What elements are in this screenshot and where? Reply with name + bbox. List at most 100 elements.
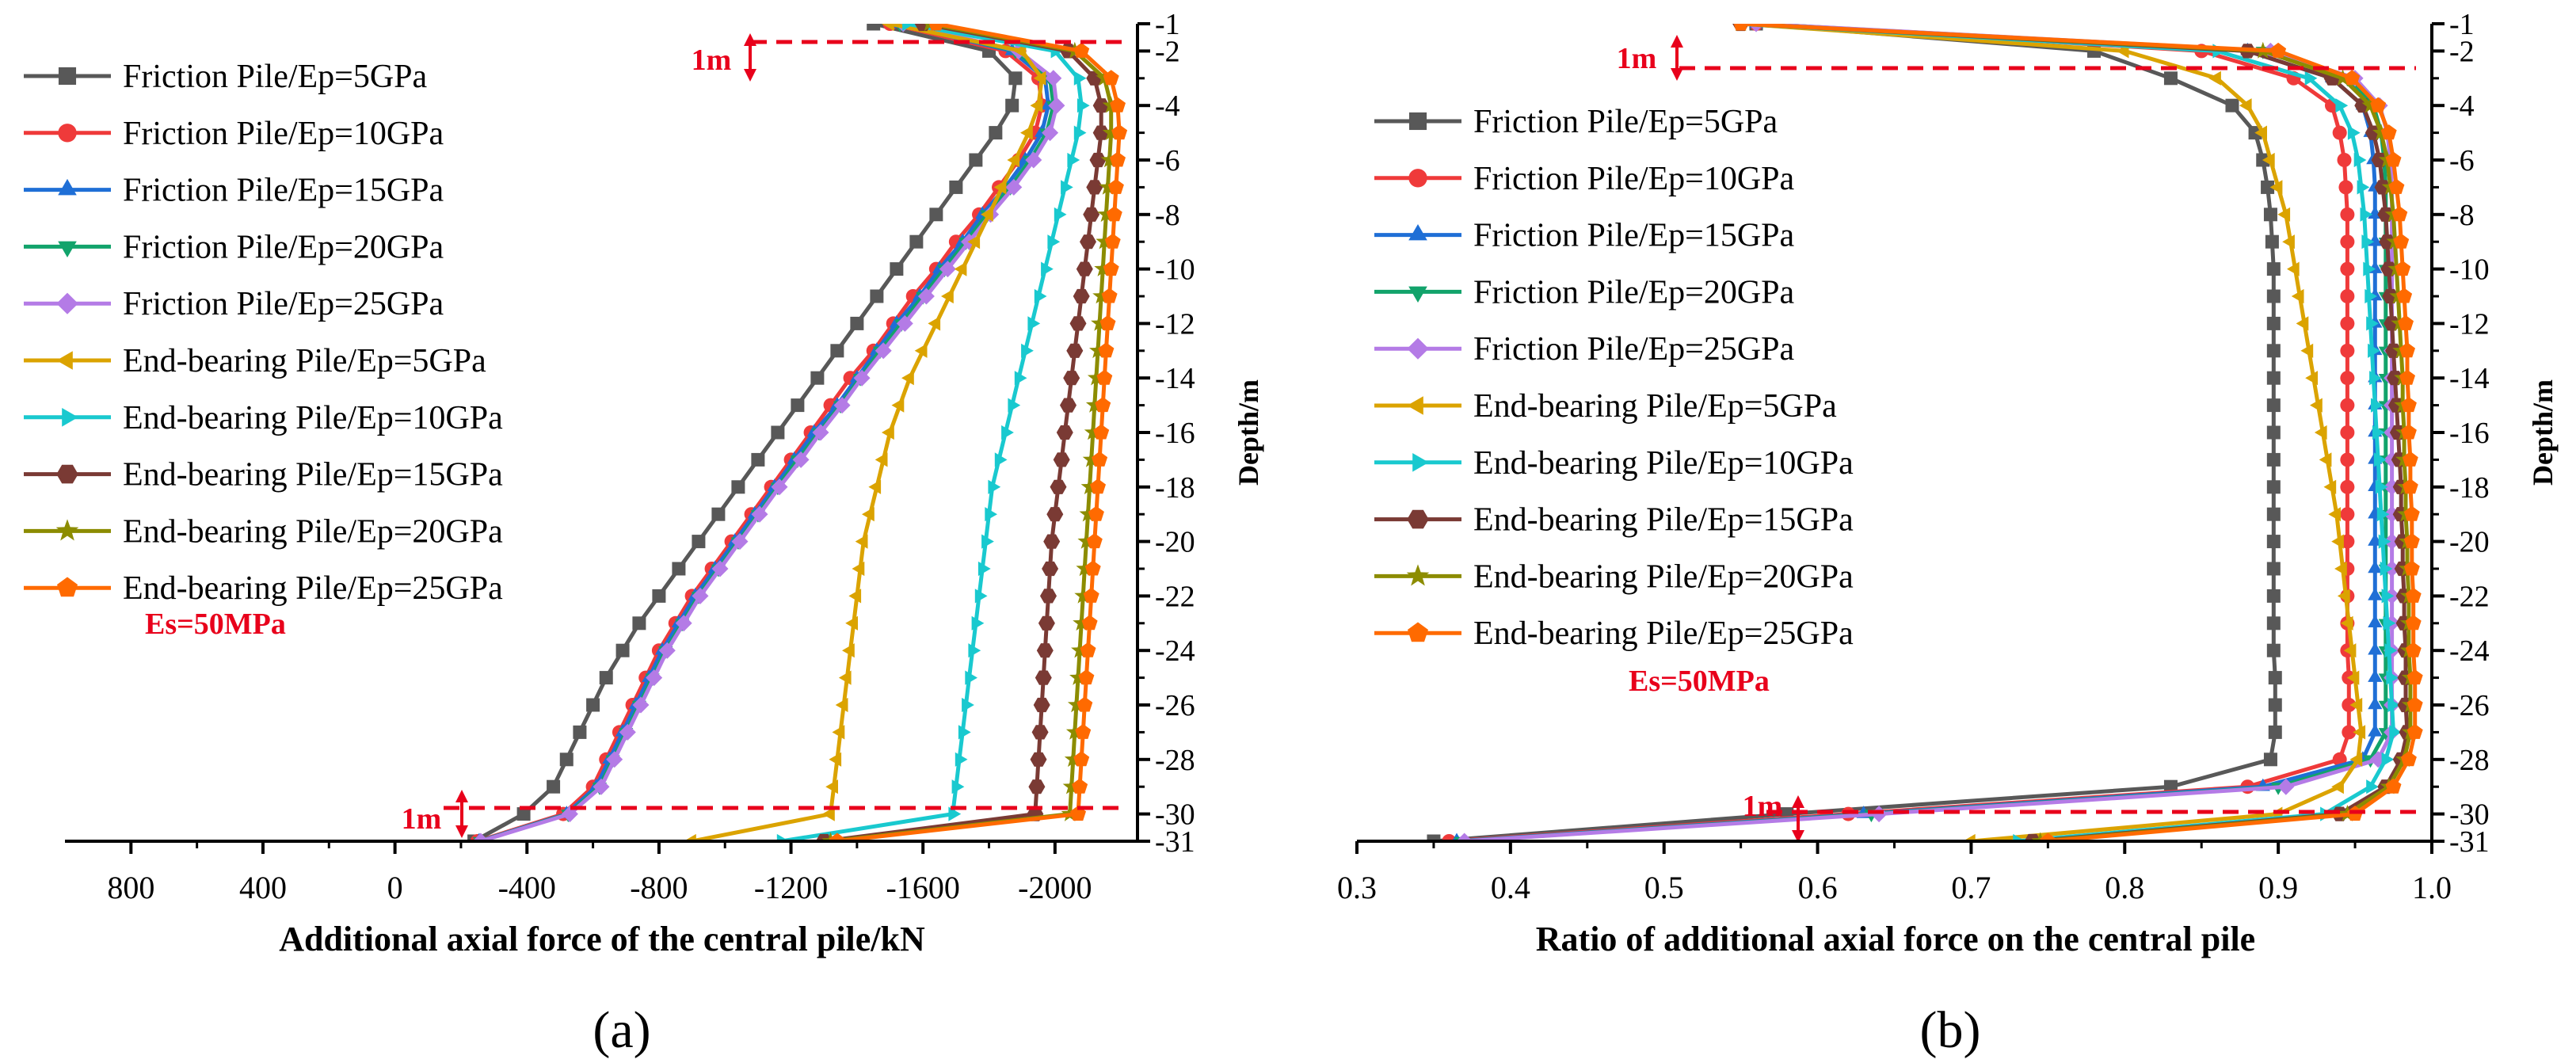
panel-b-legend-marker — [1407, 337, 1429, 360]
panel-b-data-point — [2314, 425, 2327, 440]
panel-a-data-point — [1025, 151, 1042, 169]
panel-b-data-point — [2383, 615, 2396, 631]
panel-b-legend-marker — [1408, 224, 1427, 241]
panel-a-data-point — [731, 533, 749, 551]
panel-b-top-bracket-arrow — [1671, 35, 1683, 81]
panel-a-data-point — [1087, 368, 1105, 386]
panel-a-y-tick-label: -24 — [1155, 634, 1195, 668]
panel-b-data-point — [2369, 371, 2382, 386]
panel-a-data-point — [1060, 398, 1077, 413]
panel-a-data-point — [658, 642, 676, 659]
panel-a-data-point — [1097, 205, 1115, 223]
panel-b-series-10 — [1733, 24, 2423, 841]
panel-a-y-tick-label: -20 — [1155, 526, 1195, 559]
panel-b-x-tick-label: 0.4 — [1491, 870, 1530, 905]
panel-a-data-point — [751, 452, 765, 467]
panel-b-data-point — [2225, 98, 2239, 112]
panel-b-data-point — [2340, 207, 2355, 222]
panel-a-data-point — [771, 478, 788, 496]
panel-b-x-tick-label: 0.3 — [1337, 870, 1377, 905]
panel-a-legend-item: Friction Pile/Ep=25GPa — [24, 286, 444, 322]
panel-a-data-point — [632, 616, 646, 631]
panel-b-data-point — [2335, 98, 2349, 113]
panel-a-data-point — [1005, 178, 1023, 196]
panel-b-data-point — [2305, 371, 2318, 386]
panel-b-data-point — [2368, 560, 2383, 573]
panel-b-data-point — [2266, 398, 2281, 413]
panel-a-data-point — [914, 343, 928, 358]
panel-a-data-point — [1005, 98, 1019, 112]
panel-a-y-tick-label: -14 — [1155, 362, 1195, 395]
panel-a-data-point — [1077, 696, 1093, 712]
panel-a-data-point — [891, 398, 905, 413]
panel-a-data-point — [948, 806, 962, 821]
panel-b-legend-label: End-bearing Pile/Ep=5GPa — [1473, 388, 1837, 425]
panel-a-legend-item: End-bearing Pile/Ep=10GPa — [24, 400, 503, 436]
panel-a-data-point — [731, 480, 745, 494]
panel-b-data-point — [2337, 153, 2352, 167]
panel-a-data-point — [586, 698, 600, 712]
panel-b-legend-label: End-bearing Pile/Ep=25GPa — [1473, 615, 1854, 652]
panel-b-y-tick-label: -30 — [2449, 798, 2490, 832]
panel-a-legend-marker — [58, 124, 77, 143]
panel-a-legend-label: End-bearing Pile/Ep=15GPa — [123, 457, 503, 493]
panel-a-series-5 — [472, 24, 1065, 841]
panel-a-y-tick-label: -30 — [1155, 798, 1195, 832]
panel-b-legend-label: Friction Pile/Ep=5GPa — [1473, 104, 1778, 140]
panel-a-series-3 — [474, 24, 1056, 841]
panel-a-data-point — [1036, 643, 1054, 658]
panel-b-series-8 — [1732, 24, 2416, 841]
panel-a-data-point — [928, 316, 941, 331]
panel-b-data-point — [2266, 452, 2281, 467]
panel-a-data-point — [1069, 316, 1087, 331]
panel-a-data-point — [1063, 371, 1080, 386]
panel-b-y-ticks: -1-2 -4 -6 -8 -10 -12 -14 -16 -18 -20 -22 -24 -26 -28… — [2432, 8, 2490, 859]
panel-a-data-point — [1021, 343, 1034, 358]
panel-a-data-point — [615, 643, 630, 657]
panel-a-x-tick-label: -1600 — [886, 870, 960, 905]
panel-b-data-point — [2346, 670, 2360, 685]
panel-a-data-point — [951, 779, 965, 794]
panel-a-bottom-bracket-label: 1m — [402, 802, 442, 836]
panel-a-data-point — [1027, 316, 1041, 331]
panel-b-data-point — [2266, 616, 2281, 631]
panel-a-data-point — [902, 24, 915, 32]
panel-b-data-point — [2331, 534, 2344, 549]
panel-a-data-point — [1099, 177, 1117, 195]
panel-b-data-point — [2268, 698, 2282, 712]
panel-a-data-point — [1081, 615, 1098, 631]
panel-a-data-point — [941, 288, 954, 304]
panel-a-data-point — [1110, 151, 1126, 167]
panel-a-data-point — [791, 398, 805, 413]
panel-b-series-6 — [1732, 24, 2366, 841]
panel-b-data-point — [2334, 561, 2347, 577]
panel-a-data-point — [599, 671, 613, 685]
panel-b-data-point — [2366, 779, 2379, 794]
panel-b-y-tick-label: -10 — [2449, 253, 2490, 287]
panel-a-data-point — [901, 371, 914, 386]
panel-a-data-point — [1007, 152, 1020, 168]
panel-b-data-point — [2340, 371, 2355, 386]
panel-b-data-point — [2340, 289, 2355, 303]
panel-a-data-point — [822, 806, 835, 821]
panel-a-data-point — [1033, 70, 1046, 86]
panel-b-legend-marker — [1406, 564, 1430, 586]
panel-b-legend-label: Friction Pile/Ep=10GPa — [1473, 161, 1795, 197]
panel-b-data-point — [2282, 234, 2295, 250]
panel-b-data-point — [2337, 589, 2350, 604]
panel-b-legend-marker — [1407, 396, 1423, 415]
panel-a-data-point — [1008, 398, 1021, 413]
panel-b-series-1 — [1427, 24, 2282, 841]
panel-b-data-point — [2378, 534, 2391, 549]
panel-a-data-point — [1045, 70, 1062, 87]
panel-a-data-point — [1075, 723, 1092, 739]
panel-b-legend-item: End-bearing Pile/Ep=5GPa — [1374, 388, 1837, 425]
panel-a-data-point — [1067, 695, 1085, 713]
panel-a-data-point — [1073, 42, 1090, 58]
panel-b-data-point — [2254, 125, 2267, 140]
panel-a-y-tick-label: -31 — [1155, 825, 1195, 859]
panel-a-data-point — [1008, 71, 1023, 86]
panel-a-legend-label: End-bearing Pile/Ep=5GPa — [123, 343, 486, 379]
panel-b-legend-label: Friction Pile/Ep=15GPa — [1473, 218, 1795, 254]
panel-b-data-point — [2343, 643, 2357, 658]
